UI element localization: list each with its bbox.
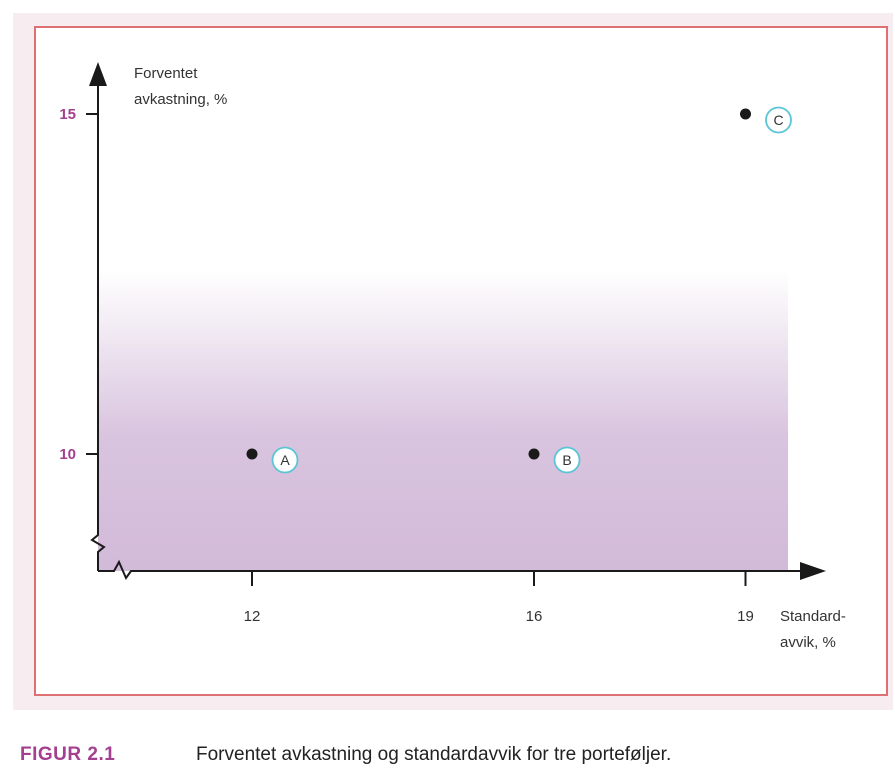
- point-marker: [528, 448, 540, 460]
- x-tick-label: 19: [737, 608, 754, 625]
- x-axis-arrow: [800, 562, 826, 580]
- x-tick-label: 12: [244, 608, 261, 625]
- point-label: C: [773, 112, 783, 128]
- x-tick-label: 16: [526, 608, 543, 625]
- y-axis-line: [90, 86, 106, 571]
- point-label-ring: [271, 446, 299, 474]
- x-axis-title-line-1: Standard-: [780, 608, 846, 625]
- y-tick-label: 15: [59, 106, 76, 123]
- point-label-ring: [553, 446, 581, 474]
- shaded-region: [98, 270, 788, 571]
- point-label-ring: [765, 106, 792, 134]
- data-points: A B C: [246, 106, 792, 474]
- x-axis-title-line-2: avvik, %: [780, 634, 836, 651]
- y-axis-title-line-1: Forventet: [134, 65, 198, 82]
- y-axis-arrow: [89, 62, 107, 86]
- y-axis-title-line-2: avkastning, %: [134, 91, 227, 108]
- point-marker: [740, 108, 751, 120]
- axis-titles: Forventet avkastning, % Standard- avvik,…: [134, 65, 846, 651]
- axes: [89, 62, 826, 581]
- x-axis-line: [98, 559, 800, 581]
- ticks: 12 16 19 10 15: [59, 106, 754, 625]
- caption-text: Forventet avkastning og standardavvik fo…: [196, 744, 672, 765]
- figure-caption: FIGUR 2.1 Forventet avkastning og standa…: [20, 740, 671, 770]
- point-label: B: [562, 452, 571, 468]
- figure-number: FIGUR 2.1: [20, 744, 116, 765]
- y-tick-label: 10: [59, 446, 76, 463]
- point-label: A: [280, 452, 290, 468]
- point-marker: [246, 448, 258, 460]
